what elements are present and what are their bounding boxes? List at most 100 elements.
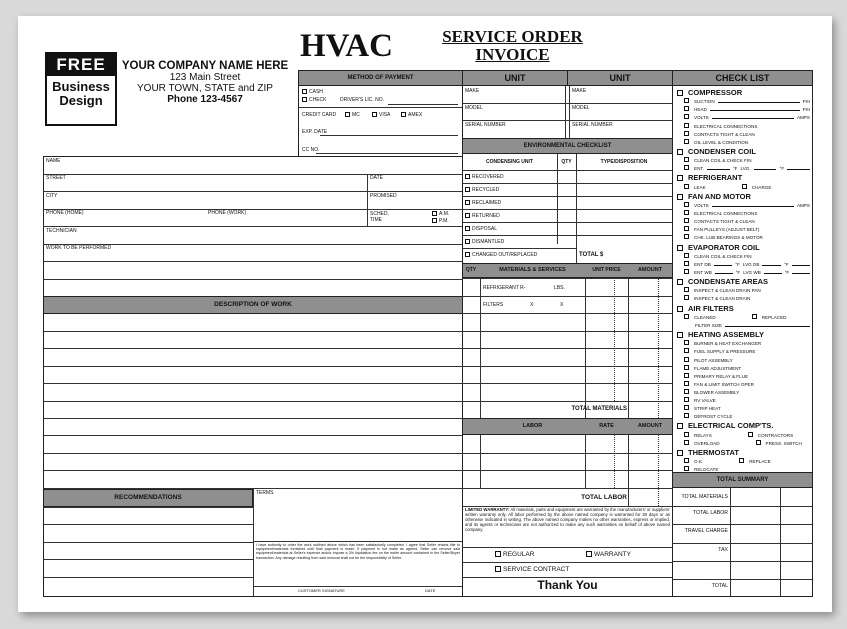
checklist-item[interactable]: HEAD PSI — [677, 106, 810, 114]
city-field[interactable]: CITY — [46, 193, 58, 199]
checklist-item[interactable]: O.K. REPLACE — [677, 458, 810, 466]
work-to-be-performed-field[interactable]: WORK TO BE PERFORMED — [46, 245, 112, 251]
date-field[interactable]: DATE — [370, 175, 383, 181]
checklist-item[interactable]: CHK. LUB BEARINGS & MOTOR — [677, 234, 810, 242]
checklist-group[interactable]: CONDENSATE AREAS — [677, 277, 810, 287]
checklist-item[interactable]: CLEAN COIL & CHECK FIN — [677, 157, 810, 165]
checklist-item[interactable]: BLOWER ASSEMBLY — [677, 388, 810, 397]
pm-option[interactable]: P.M. — [432, 218, 449, 224]
description-line[interactable] — [43, 383, 463, 384]
recommendation-line[interactable] — [43, 507, 253, 508]
checklist-item[interactable]: FLAME ADJUSTMENT — [677, 364, 810, 373]
checklist-item[interactable]: FAN PULLEYS (ADJUST BELT) — [677, 226, 810, 234]
material-row[interactable] — [462, 366, 673, 367]
description-line[interactable] — [43, 401, 463, 402]
checklist-item[interactable]: ENT. °F LVG. °F — [677, 165, 810, 173]
checklist-item[interactable]: FAN & LIMIT SWITCH OPER — [677, 380, 810, 389]
checklist-group[interactable]: CONDENSER COIL — [677, 147, 810, 157]
name-field[interactable]: NAME — [46, 158, 61, 164]
checklist-item[interactable]: DEFROST CYCLE — [677, 413, 810, 421]
material-row[interactable] — [462, 296, 673, 297]
amex-option[interactable]: AMEX — [401, 112, 422, 118]
recommendation-line[interactable] — [43, 524, 253, 525]
checklist-item[interactable]: SUCTION PSI — [677, 98, 810, 106]
street-field[interactable]: STREET — [46, 175, 66, 181]
terms-field[interactable]: TERMS — [256, 490, 274, 496]
material-row[interactable] — [462, 383, 673, 384]
checklist-item[interactable]: PILOT ASSEMBLY — [677, 356, 810, 365]
description-line[interactable] — [43, 453, 463, 454]
env-option-reclaimed[interactable]: RECLAIMED — [465, 200, 501, 206]
checklist-item[interactable]: LEAK CHARGE — [677, 183, 810, 192]
checklist-item[interactable]: STRIP HEAT — [677, 405, 810, 413]
material-row[interactable] — [462, 278, 673, 279]
checklist-item[interactable]: VOLTS AMPS — [677, 114, 810, 122]
regular-option[interactable]: REGULAR — [495, 551, 534, 558]
env-option-disposal[interactable]: DISPOSAL — [465, 226, 497, 232]
signature-line[interactable] — [253, 586, 463, 587]
checklist-group[interactable]: EVAPORATOR COIL — [677, 243, 810, 253]
unit-2-make-field[interactable]: MAKE — [572, 88, 587, 94]
checklist-item[interactable]: ELECTRICAL CONNECTIONS — [677, 210, 810, 218]
env-option-returned[interactable]: RETURNED — [465, 213, 500, 219]
check-option[interactable]: CHECK — [302, 97, 327, 103]
checklist-group[interactable]: AIR FILTERS — [677, 304, 810, 314]
checklist-item[interactable]: FUEL SUPPLY & PRESSURE — [677, 348, 810, 356]
recommendation-line[interactable] — [43, 559, 253, 560]
unit-2-serial-field[interactable]: SERIAL NUMBER — [572, 122, 613, 128]
labor-row[interactable] — [462, 488, 673, 489]
env-option-changed-out-replaced[interactable]: CHANGED OUT/REPLACED — [465, 252, 537, 258]
checklist-item[interactable]: INSPECT & CLEAN DRAIN — [677, 295, 810, 303]
am-option[interactable]: A.M. — [432, 211, 449, 217]
checklist-item[interactable]: BURNER & HEAT EXCHANGER — [677, 340, 810, 348]
checklist-group[interactable]: THERMOSTAT — [677, 448, 810, 458]
description-line[interactable] — [43, 488, 463, 489]
visa-option[interactable]: VISA — [372, 112, 390, 118]
exp-date-field[interactable] — [320, 135, 458, 136]
checklist-group[interactable]: ELECTRICAL COMP'TS. — [677, 421, 810, 431]
unit-1-model-field[interactable]: MODEL — [465, 105, 483, 111]
env-option-recycled[interactable]: RECYCLED — [465, 187, 499, 193]
drivers-license-field[interactable] — [388, 104, 458, 105]
technician-field[interactable]: TECHNICIAN — [46, 228, 77, 234]
description-line[interactable] — [43, 418, 463, 419]
cc-no-field[interactable] — [316, 153, 458, 154]
checklist-item[interactable]: CONTACTS TIGHT & CLEAN — [677, 130, 810, 139]
checklist-item[interactable]: OVERLOAD PRESS. SWITCH — [677, 439, 810, 448]
checklist-item[interactable]: OIL LEVEL & CONDITION — [677, 138, 810, 147]
checklist-item[interactable]: RELOCATE — [677, 466, 810, 474]
checklist-item[interactable]: INSPECT & CLEAN DRAIN PAN — [677, 287, 810, 295]
env-total-field[interactable]: TOTAL $ — [579, 252, 604, 258]
checklist-item[interactable]: FILTER SIZE — [677, 322, 810, 330]
checklist-group[interactable]: HEATING ASSEMBLY — [677, 330, 810, 340]
checklist-item[interactable]: PRIMARY RELAY & FLUE — [677, 372, 810, 381]
service-contract-option[interactable]: SERVICE CONTRACT — [495, 566, 569, 573]
env-option-dismantled[interactable]: DISMANTLED — [465, 239, 504, 245]
checklist-item[interactable]: ENT DB °F LVG DB °F — [677, 260, 810, 269]
description-line[interactable] — [43, 435, 463, 436]
material-row[interactable] — [462, 313, 673, 314]
checklist-item[interactable]: RELAYS CONTRACTORS — [677, 431, 810, 440]
description-line[interactable] — [43, 348, 463, 349]
checklist-item[interactable]: ELECTRICAL CONNECTIONS — [677, 122, 810, 131]
recommendation-line[interactable] — [43, 542, 253, 543]
phone-home-field[interactable]: PHONE (HOME) — [46, 210, 84, 216]
sched-time-field[interactable]: SCHED. TIME — [370, 211, 389, 223]
checklist-item[interactable]: ENT WB °F LVG WB °F — [677, 268, 811, 277]
material-row[interactable] — [462, 331, 673, 332]
checklist-item[interactable]: RV VALVE — [677, 397, 810, 405]
material-row[interactable] — [462, 401, 673, 402]
promised-field[interactable]: PROMISED — [370, 193, 397, 199]
labor-row[interactable] — [462, 453, 673, 454]
checklist-group[interactable]: COMPRESSOR — [677, 88, 810, 98]
phone-work-field[interactable]: PHONE (WORK) — [208, 210, 247, 216]
checklist-group[interactable]: FAN AND MOTOR — [677, 192, 810, 202]
unit-1-make-field[interactable]: MAKE — [465, 88, 480, 94]
description-line[interactable] — [43, 470, 463, 471]
checklist-item[interactable]: CONTACTS TIGHT & CLEAN — [677, 218, 810, 226]
mc-option[interactable]: MC — [345, 112, 360, 118]
recommendation-line[interactable] — [43, 577, 253, 578]
cash-option[interactable]: CASH — [302, 89, 323, 95]
checklist-item[interactable]: CLEAN COIL & CHECK FIN — [677, 252, 810, 261]
material-row[interactable] — [462, 348, 673, 349]
